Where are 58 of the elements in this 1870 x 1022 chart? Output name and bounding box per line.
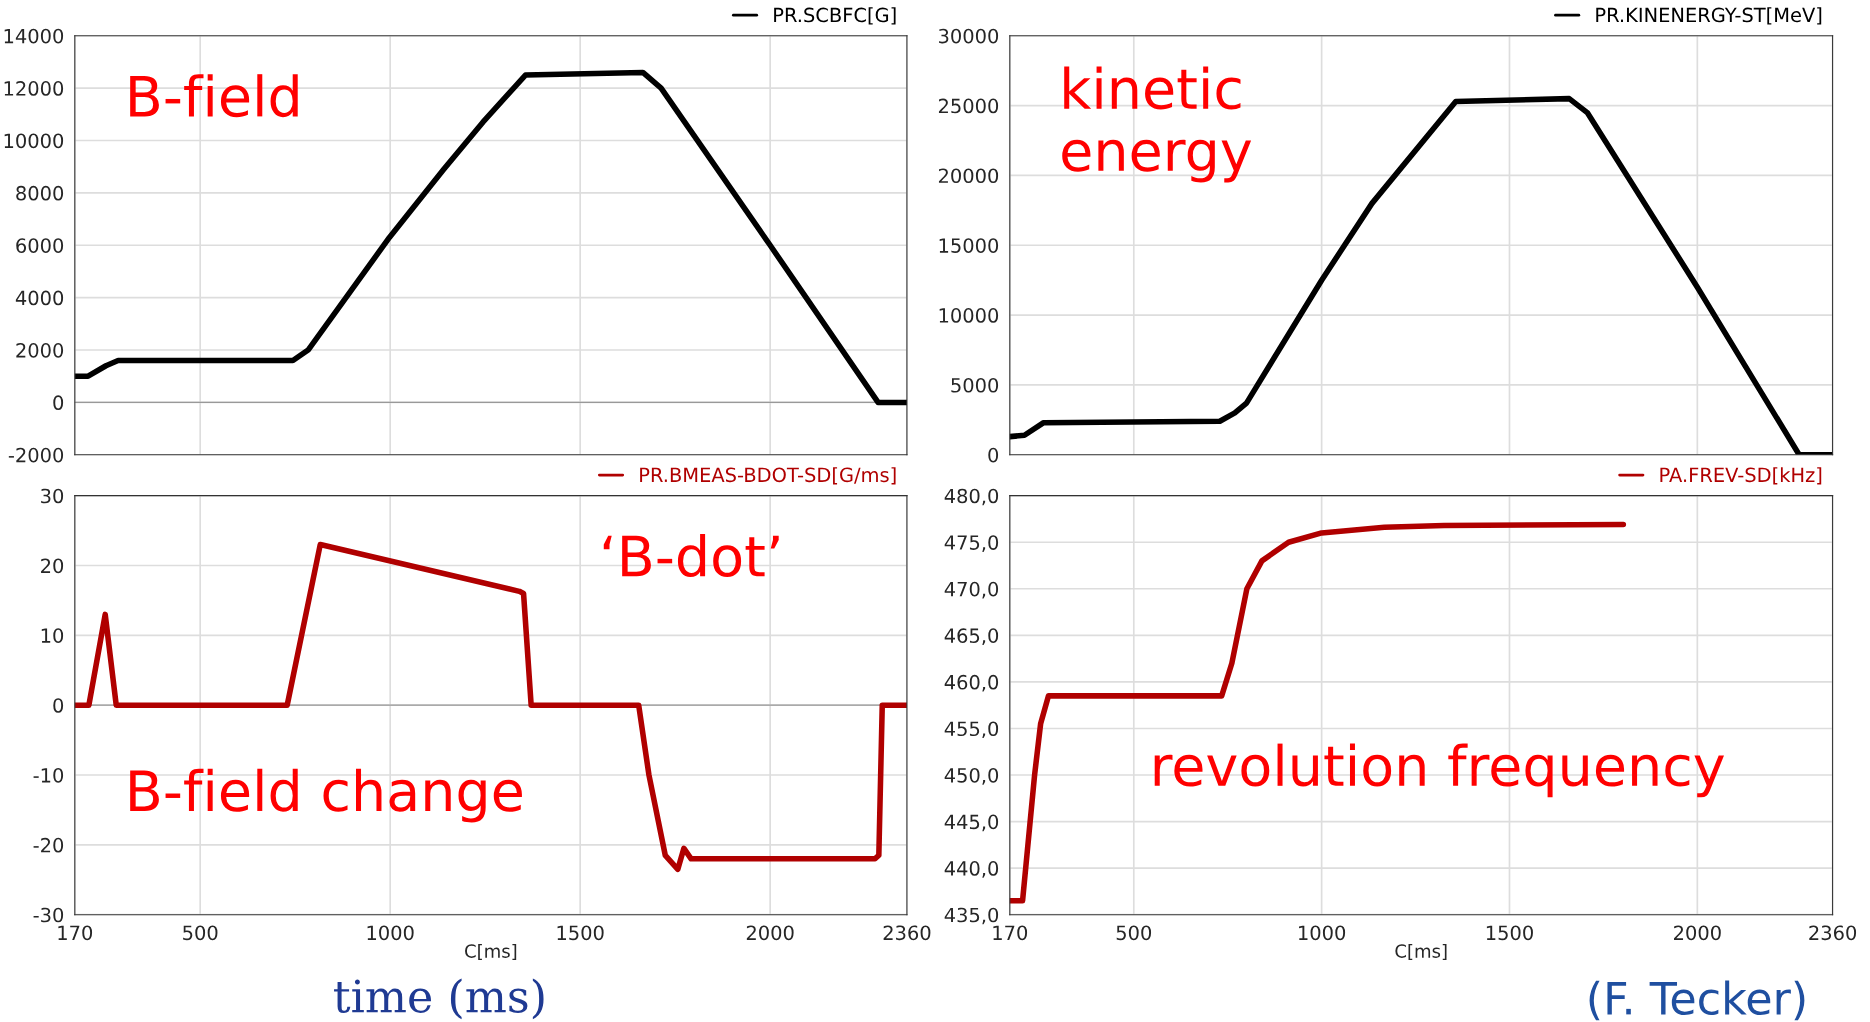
y-tick-label: 4000	[15, 290, 64, 306]
annotation: B-field	[130, 74, 298, 118]
x-axis-title: C[ms]	[465, 943, 517, 961]
legend-label: PR.BMEAS-BDOT-SD[G/ms]	[640, 467, 896, 485]
y-tick-label: -30	[33, 907, 64, 923]
y-tick-label: 2000	[16, 342, 64, 358]
y-tick-label: 0	[53, 698, 64, 713]
y-tick-label: 450,0	[944, 767, 999, 785]
x-tick-label: 500	[183, 925, 218, 941]
legend-label: PR.SCBFC[G]	[774, 7, 896, 25]
y-tick-label: 30000	[939, 28, 999, 44]
y-tick-label: 10000	[939, 308, 999, 323]
text: (F. Tecker)	[1589, 980, 1805, 1021]
x-tick-label: 2360	[883, 925, 931, 941]
x-axis-title: C[ms]	[1395, 943, 1447, 961]
y-tick-label: 10	[41, 628, 64, 644]
y-tick-label: 25000	[938, 98, 999, 114]
annotation: B-field change	[130, 768, 522, 823]
x-tick-label: 2000	[1674, 925, 1721, 941]
x-tick-label: 2000	[746, 925, 794, 941]
y-tick-label: 445,0	[944, 814, 999, 832]
y-tick-label: 0	[988, 447, 999, 463]
y-tick-label: 20	[41, 558, 64, 574]
y-tick-label: 480,0	[944, 488, 999, 506]
y-tick-label: 440,0	[944, 861, 999, 878]
x-tick-label: 1500	[1486, 925, 1533, 941]
y-tick-label: 475,0	[944, 535, 999, 552]
annotation: kinetic energy	[1062, 66, 1252, 183]
y-tick-label: 470,0	[944, 581, 999, 599]
y-tick-label: 10000	[4, 133, 64, 149]
y-tick-label: 435,0	[944, 907, 999, 925]
annotation: revolution frequency	[1154, 743, 1724, 798]
x-tick-label: 170	[993, 925, 1028, 941]
y-tick-label: 15000	[939, 238, 999, 253]
y-tick-label: 30	[41, 488, 64, 504]
x-tick-label: 2360	[1809, 925, 1857, 941]
x-tick-label: 1500	[557, 925, 604, 941]
y-tick-label: 455,0	[944, 721, 999, 739]
x-tick-label: 170	[58, 925, 93, 941]
y-tick-label: 20000	[938, 168, 999, 184]
y-tick-label: 5000	[951, 377, 999, 393]
x-tick-label: 1000	[367, 925, 414, 941]
annotation: ‘B-dot’	[603, 534, 779, 578]
legend-label: PA.FREV-SD[kHz]	[1660, 467, 1822, 485]
y-tick-label: 465,0	[944, 628, 999, 645]
y-tick-label: 12000	[4, 81, 64, 96]
y-tick-label: 8000	[16, 185, 64, 201]
y-tick-label: -20	[33, 837, 64, 853]
y-tick-label: 460,0	[944, 674, 999, 692]
y-tick-label: 0	[53, 395, 64, 411]
x-tick-label: 500	[1116, 925, 1152, 941]
x-tick-label: 1000	[1299, 925, 1346, 941]
y-tick-label: 6000	[16, 238, 64, 253]
y-tick-label: 14000	[4, 28, 64, 44]
y-tick-label: -10	[33, 767, 64, 783]
y-tick-label: -2000	[8, 447, 64, 463]
text: time (ms)	[334, 978, 544, 1020]
legend-label: PR.KINENERGY-ST[MeV]	[1596, 7, 1822, 25]
